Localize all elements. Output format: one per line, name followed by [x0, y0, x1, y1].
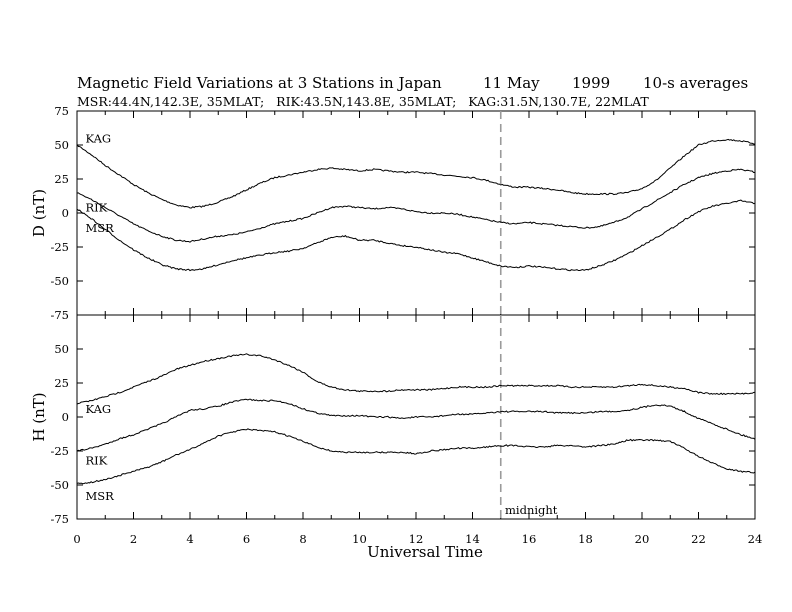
figure-year: 1999 [572, 74, 610, 92]
x-tick-label: 0 [73, 532, 80, 546]
panel-h-ytick-label: 0 [62, 410, 69, 424]
figure-title: Magnetic Field Variations at 3 Stations … [77, 74, 442, 92]
x-tick-label: 20 [635, 532, 650, 546]
panel-d-series-label-msr: MSR [85, 221, 114, 235]
midnight-label: midnight [505, 503, 558, 517]
panel-d-series-kag [76, 138, 756, 209]
panel-d-ytick-label: 25 [54, 172, 69, 186]
x-tick-label: 18 [578, 532, 593, 546]
panel-h-series-label-msr: MSR [85, 489, 114, 503]
panel-h-series-msr [76, 428, 756, 485]
x-tick-label: 4 [186, 532, 193, 546]
panel-d-ytick-label: 75 [54, 104, 69, 118]
panel-h-ytick-label: -50 [50, 478, 69, 492]
panel-d-series-label-kag: KAG [85, 131, 111, 145]
x-tick-label: 8 [299, 532, 306, 546]
figure-averaging: 10-s averages [643, 74, 748, 92]
panel-d-ytick-label: -25 [50, 240, 69, 254]
panel-d-ytick-label: -75 [50, 308, 69, 322]
panel-d-series-rik [76, 168, 755, 243]
figure-date: 11 May [483, 74, 540, 92]
x-tick-label: 6 [243, 532, 250, 546]
panel-h-ylabel: H (nT) [30, 392, 48, 441]
panel-d-series-label-rik: RIK [85, 201, 107, 215]
panel-d-ytick-label: 0 [62, 206, 69, 220]
panel-d-marks: 75 50 25 0 -25 -50 -75 KAG RIK MSR [50, 104, 756, 322]
panel-h-ytick-label: 25 [54, 376, 69, 390]
panel-h-series-rik [76, 398, 756, 452]
x-axis-label: Universal Time [367, 543, 483, 561]
panel-h-ytick-label: -75 [50, 512, 69, 526]
panel-h-ytick-label: 50 [54, 342, 69, 356]
panel-h-series-label-kag: KAG [85, 402, 111, 416]
panel-d-series-msr [76, 199, 756, 272]
panel-h-series-label-rik: RIK [85, 454, 107, 468]
panel-d: 75 50 25 0 -25 -50 -75 KAG RIK MSR D (nT) [30, 104, 756, 322]
x-tick-label: 12 [409, 532, 424, 546]
panel-h-series-kag [76, 353, 756, 405]
x-tick-label: 10 [352, 532, 367, 546]
panel-d-ylabel: D (nT) [30, 189, 48, 237]
x-tick-label: 14 [465, 532, 480, 546]
x-tick-label: 24 [748, 532, 763, 546]
panel-h-ytick-label: -25 [50, 444, 69, 458]
x-tick-label: 2 [130, 532, 137, 546]
panel-d-ytick-label: 50 [54, 138, 69, 152]
x-tick-label: 22 [691, 532, 706, 546]
x-tick-label: 16 [522, 532, 537, 546]
panel-d-ytick-label: -50 [50, 274, 69, 288]
figure-subtitle: MSR:44.4N,142.3E, 35MLAT; RIK:43.5N,143.… [77, 94, 649, 109]
